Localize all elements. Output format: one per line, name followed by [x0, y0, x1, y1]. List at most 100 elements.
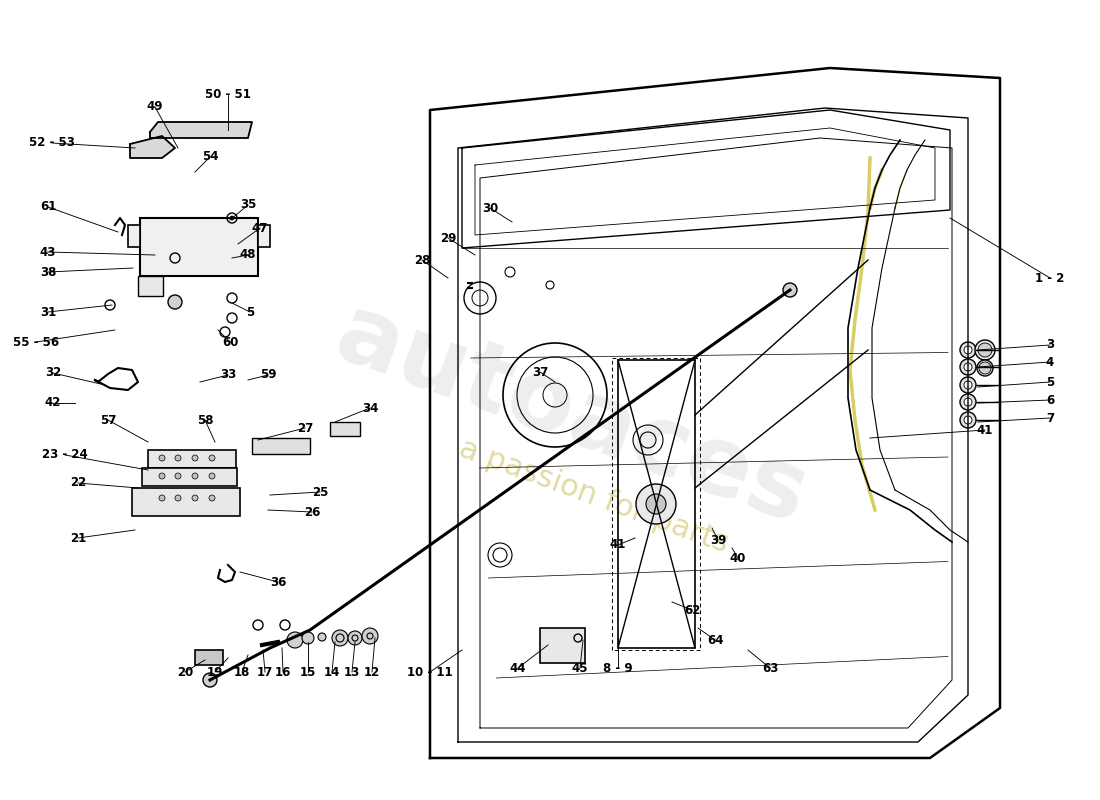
Circle shape [352, 635, 358, 641]
Text: 25: 25 [311, 486, 328, 498]
Text: 34: 34 [362, 402, 378, 414]
Polygon shape [130, 136, 175, 158]
Circle shape [964, 363, 972, 371]
Text: 12: 12 [364, 666, 381, 678]
Circle shape [192, 455, 198, 461]
Circle shape [175, 473, 182, 479]
Text: 36: 36 [270, 575, 286, 589]
Circle shape [964, 381, 972, 389]
Circle shape [204, 673, 217, 687]
Circle shape [230, 216, 234, 220]
Circle shape [367, 633, 373, 639]
Circle shape [636, 484, 676, 524]
Text: 20: 20 [177, 666, 194, 678]
Text: 14: 14 [323, 666, 340, 678]
Text: 57: 57 [100, 414, 117, 426]
Text: autoaces: autoaces [323, 288, 821, 544]
Circle shape [192, 473, 198, 479]
Bar [138, 276, 163, 296]
Circle shape [209, 495, 214, 501]
Text: 27: 27 [297, 422, 313, 434]
Circle shape [287, 632, 303, 648]
Circle shape [348, 631, 362, 645]
Bar [540, 628, 585, 663]
Text: 37: 37 [532, 366, 548, 378]
Text: 18: 18 [234, 666, 250, 678]
Circle shape [978, 343, 992, 357]
Text: 58: 58 [197, 414, 213, 426]
Text: 5: 5 [246, 306, 254, 318]
Text: 54: 54 [201, 150, 218, 163]
Bar [132, 488, 240, 516]
Text: 8 - 9: 8 - 9 [603, 662, 632, 674]
Text: 16: 16 [275, 666, 292, 678]
Bar [195, 650, 223, 665]
Circle shape [318, 633, 326, 641]
Circle shape [960, 412, 976, 428]
Text: 33: 33 [220, 369, 236, 382]
Bar [330, 422, 360, 436]
Text: a passion for parts: a passion for parts [455, 434, 733, 558]
Bar [128, 225, 140, 247]
Circle shape [332, 630, 348, 646]
Text: 30: 30 [482, 202, 498, 214]
Text: 47: 47 [252, 222, 268, 234]
Text: 41: 41 [977, 423, 993, 437]
Text: 15: 15 [300, 666, 316, 678]
Text: 61: 61 [40, 201, 56, 214]
Circle shape [964, 416, 972, 424]
Circle shape [960, 342, 976, 358]
Text: 64: 64 [706, 634, 724, 646]
Bar [140, 218, 258, 276]
Bar [148, 450, 236, 468]
Text: 35: 35 [240, 198, 256, 211]
Text: 59: 59 [260, 369, 276, 382]
Text: 6: 6 [1046, 394, 1054, 406]
Text: 45: 45 [572, 662, 588, 674]
Text: 22: 22 [70, 477, 86, 490]
Text: 63: 63 [762, 662, 778, 674]
Text: 5: 5 [1046, 375, 1054, 389]
Circle shape [209, 455, 214, 461]
Text: 48: 48 [240, 249, 256, 262]
Circle shape [302, 632, 313, 644]
Circle shape [168, 295, 182, 309]
Text: 7: 7 [1046, 411, 1054, 425]
Circle shape [160, 473, 165, 479]
Text: 19: 19 [207, 666, 223, 678]
Text: 26: 26 [304, 506, 320, 518]
Text: 49: 49 [146, 101, 163, 114]
Circle shape [960, 377, 976, 393]
Text: 17: 17 [257, 666, 273, 678]
Text: 1 - 2: 1 - 2 [1035, 271, 1065, 285]
Circle shape [362, 628, 378, 644]
Circle shape [646, 494, 666, 514]
Circle shape [977, 360, 993, 376]
Text: 44: 44 [509, 662, 526, 674]
Circle shape [336, 634, 344, 642]
Circle shape [964, 346, 972, 354]
Bar [258, 225, 270, 247]
Circle shape [175, 455, 182, 461]
Circle shape [192, 495, 198, 501]
Circle shape [160, 495, 165, 501]
Text: 60: 60 [222, 335, 239, 349]
Circle shape [160, 455, 165, 461]
Text: 28: 28 [414, 254, 430, 266]
Text: 23 - 24: 23 - 24 [42, 449, 88, 462]
Circle shape [979, 362, 991, 374]
Text: 29: 29 [440, 231, 456, 245]
Circle shape [964, 398, 972, 406]
Text: 39: 39 [710, 534, 726, 546]
Text: 42: 42 [45, 397, 62, 410]
Text: 52 - 53: 52 - 53 [29, 137, 75, 150]
Text: 50 - 51: 50 - 51 [205, 89, 251, 102]
Text: 10 - 11: 10 - 11 [407, 666, 453, 678]
Circle shape [783, 283, 798, 297]
Text: 32: 32 [45, 366, 62, 379]
Text: 4: 4 [1046, 355, 1054, 369]
Text: 55 - 56: 55 - 56 [13, 335, 59, 349]
Circle shape [960, 359, 976, 375]
Circle shape [209, 473, 214, 479]
Text: 3: 3 [1046, 338, 1054, 351]
